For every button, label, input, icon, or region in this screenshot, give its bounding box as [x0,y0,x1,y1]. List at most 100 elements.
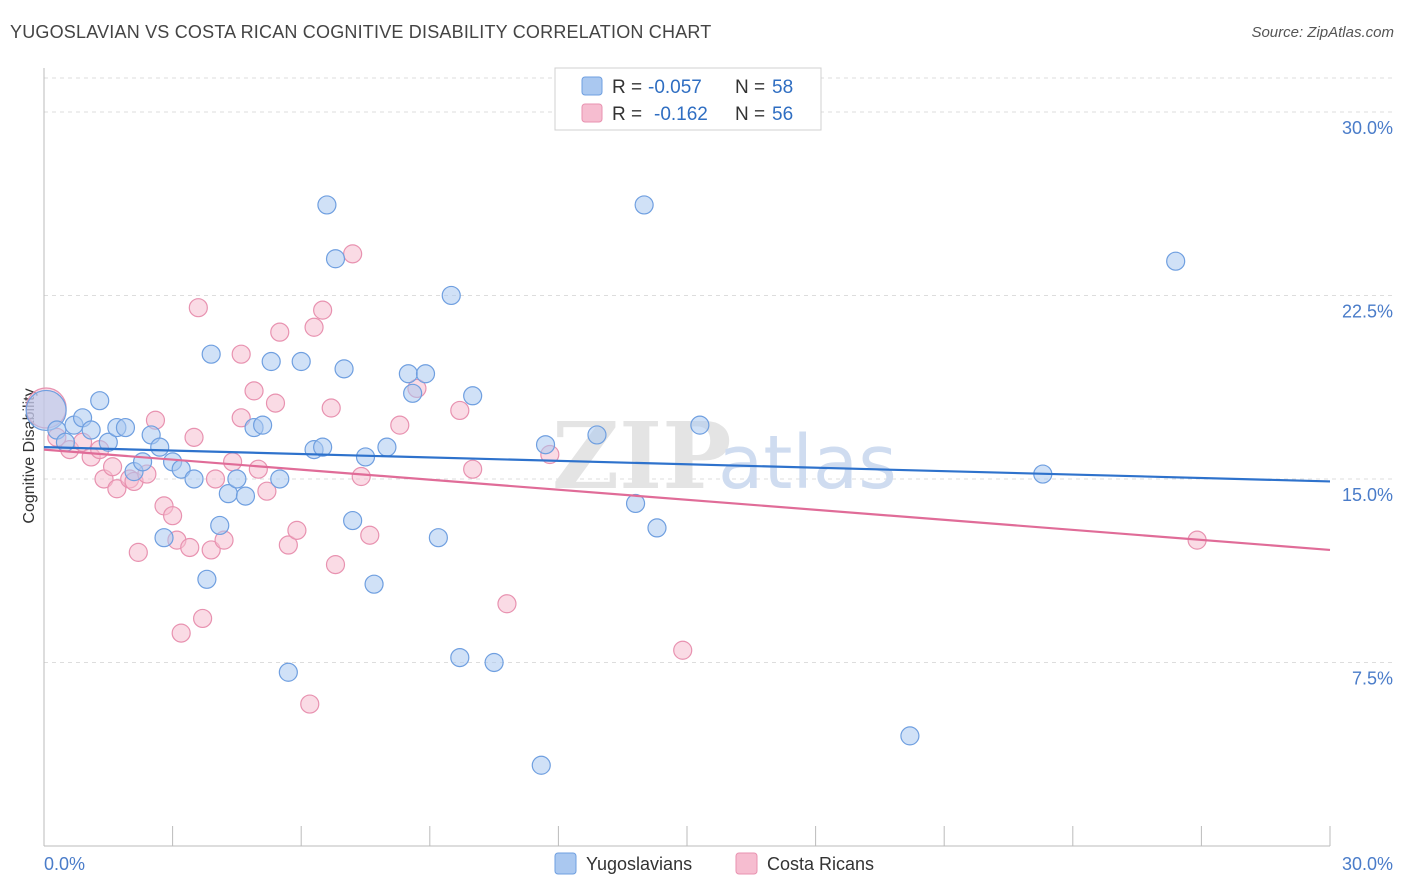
costa-rican-point-45 [450,400,470,421]
gridlines [44,77,1392,663]
y-tick-label-1: 15.0% [1342,485,1393,505]
legend-r-label-blue: R = [612,77,642,98]
y-tick-labels: 7.5% 15.0% 22.5% 30.0% [1342,118,1393,689]
source-credit: Source: ZipAtlas.com [1251,24,1394,41]
yugoslavian-point-22 [227,469,247,489]
yugoslavian-point-35 [343,510,363,531]
yugoslavian-point-6 [90,391,110,411]
costa-rican-point-34 [287,520,307,540]
costa-rican-point-7 [102,457,123,477]
series-blue-points [25,195,1186,775]
bottom-legend: Yugoslavians Costa Ricans [554,852,874,875]
costa-rican-point-30 [257,481,277,501]
watermark-atlas: atlas [718,420,897,506]
yugoslavian-point-28 [278,662,298,682]
x-tick-label-max: 30.0% [1342,854,1393,874]
costa-rican-point-35 [300,694,320,714]
costa-rican-point-11 [128,542,148,562]
yugoslavian-point-40 [403,383,423,403]
yugoslavian-point-38 [377,437,397,457]
yugoslavian-point-18 [197,569,217,589]
x-tick-label-min: 0.0% [44,854,85,874]
costa-rican-point-42 [360,525,380,545]
costa-rican-point-29 [248,459,268,479]
yugoslavian-point-42 [428,528,448,548]
legend-r-value-pink: -0.162 [654,104,708,125]
yugoslavian-point-25 [253,415,273,435]
costa-rican-point-25 [223,452,243,472]
yugoslavian-point-33 [325,249,346,269]
costa-rican-point-28 [244,381,264,401]
legend-n-value-pink: 56 [772,104,793,125]
yugoslavian-point-48 [535,435,556,455]
costa-rican-point-46 [463,459,483,479]
costa-rican-point-33 [278,535,298,555]
yugoslavian-point-44 [450,647,470,668]
yugoslavian-point-53 [690,415,710,435]
bottom-legend-swatch-costa-ricans [735,852,758,875]
y-tick-label-2: 22.5% [1342,301,1393,321]
trend-line-costa-ricans [43,448,1331,552]
costa-rican-point-8 [107,479,127,499]
costa-rican-point-15 [163,506,183,526]
yugoslavian-point-43 [441,285,461,306]
costa-rican-point-20 [188,298,208,318]
legend-swatch-blue [581,76,603,96]
costa-rican-point-26 [231,408,251,428]
chart-title: YUGOSLAVIAN VS COSTA RICAN COGNITIVE DIS… [10,22,712,42]
yugoslavian-point-54 [900,726,920,746]
legend-n-label-pink: N = [735,104,765,125]
yugoslavian-point-0 [25,389,67,432]
costa-rican-point-43 [390,415,410,435]
costa-rican-point-39 [325,555,346,575]
yugoslavian-point-9 [115,417,136,438]
bottom-legend-label-costa-ricans: Costa Ricans [767,854,874,874]
yugoslavian-point-46 [484,652,504,673]
yugoslavian-point-29 [291,351,311,372]
legend-r-label-pink: R = [612,104,642,125]
yugoslavian-point-34 [334,359,354,379]
y-tick-label-0: 7.5% [1352,668,1393,688]
yugoslavian-point-50 [625,493,646,514]
yugoslavian-point-32 [317,195,337,215]
yugoslavian-point-52 [647,518,667,538]
yugoslavian-point-13 [150,437,170,457]
trend-line-yugoslavians [43,446,1331,483]
costa-rican-point-31 [265,393,286,413]
x-tick-labels: 0.0% 30.0% [44,854,1393,874]
legend-swatch-pink [581,103,603,123]
bottom-legend-swatch-yugoslavians [554,852,577,875]
costa-rican-point-47 [497,594,517,614]
yugoslavian-point-37 [364,574,384,594]
yugoslavian-point-45 [463,386,483,406]
yugoslavian-point-14 [154,528,174,548]
yugoslavian-point-39 [398,364,418,384]
yugoslavian-point-5 [81,420,101,440]
yugoslavian-point-7 [98,432,118,452]
legend-box: R = -0.057 N = 58 R = -0.162 N = 56 [554,67,822,131]
yugoslavian-point-49 [587,425,607,445]
costa-rican-point-17 [171,623,191,643]
watermark: ZIP atlas [552,402,897,510]
legend-n-label-blue: N = [735,77,765,98]
trend-lines [43,446,1331,552]
costa-rican-point-21 [193,608,213,629]
yugoslavian-point-31 [313,437,333,457]
costa-rican-point-32 [270,322,290,342]
yugoslavian-point-56 [1166,251,1186,271]
yugoslavian-point-51 [634,195,654,215]
yugoslavian-point-11 [132,452,153,472]
costa-rican-point-38 [321,398,341,418]
costa-rican-point-37 [313,300,333,320]
costa-rican-point-18 [180,537,200,558]
costa-rican-point-22 [201,540,221,560]
yugoslavian-point-20 [210,515,230,536]
legend-r-value-blue: -0.057 [648,77,702,98]
yugoslavian-point-27 [270,469,290,489]
yugoslavian-point-23 [235,486,256,506]
yugoslavian-point-47 [531,755,551,775]
costa-rican-point-36 [304,317,324,337]
costa-rican-point-49 [673,640,693,660]
costa-rican-point-40 [343,244,363,264]
yugoslavian-point-26 [261,351,281,372]
